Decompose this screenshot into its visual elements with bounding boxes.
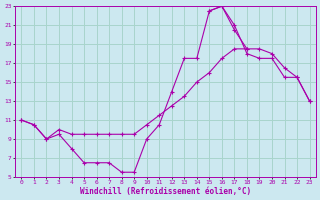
X-axis label: Windchill (Refroidissement éolien,°C): Windchill (Refroidissement éolien,°C)	[80, 187, 251, 196]
